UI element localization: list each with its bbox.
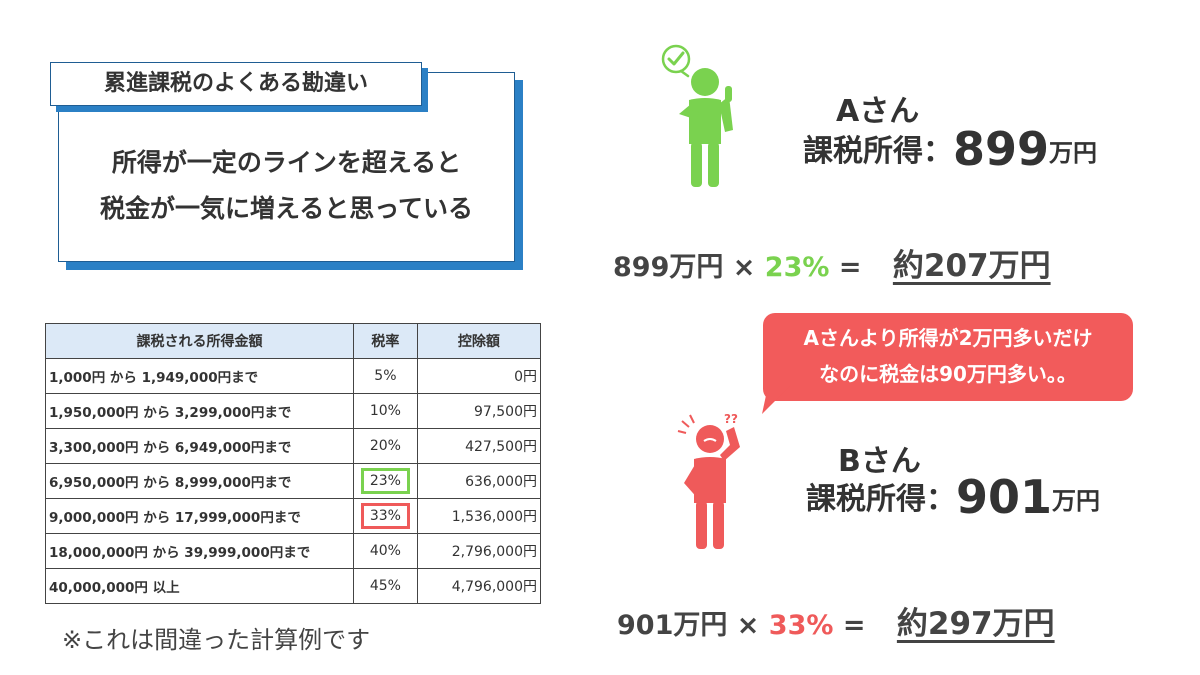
income-range: 6,950,000円 から 8,999,000円まで <box>44 463 355 499</box>
check-icon <box>661 44 691 78</box>
income-label: 課税所得： <box>806 482 956 517</box>
person-b-name: Bさん <box>838 444 921 479</box>
tax-rate-highlight-red: 33% <box>353 498 418 534</box>
header-income: 課税される所得金額 <box>44 323 355 359</box>
table-row: 9,000,000円 から 17,999,000円まで 33% 1,536,00… <box>44 498 542 534</box>
header-deduction: 控除額 <box>416 323 542 359</box>
income-label: 課税所得： <box>803 134 953 169</box>
calc-result: 約297万円 <box>896 606 1055 642</box>
tax-rate: 40% <box>353 533 418 569</box>
table-row: 1,950,000円 から 3,299,000円まで 10% 97,500円 <box>44 393 542 429</box>
rate-green-box: 23% <box>360 468 410 494</box>
calc-base: 899万円 × <box>613 252 756 283</box>
bubble-line1: Aさんより所得が2万円多いだけ <box>803 326 1093 350</box>
person-a-income: 課税所得：899万円 <box>803 122 1097 176</box>
bubble-line2: なのに税金は90万円多い。。 <box>819 362 1077 386</box>
table-header-row: 課税される所得金額 税率 控除額 <box>44 323 542 359</box>
tax-rate: 20% <box>353 428 418 464</box>
person-a-name: Aさん <box>836 94 920 129</box>
deduction: 636,000円 <box>416 463 542 499</box>
table-row: 40,000,000円 以上 45% 4,796,000円 <box>44 568 542 604</box>
person-b-body <box>684 425 740 549</box>
tax-rate: 45% <box>353 568 418 604</box>
calc-result: 約207万円 <box>892 248 1051 284</box>
tax-rate: 5% <box>353 358 418 394</box>
table-row: 3,300,000円 から 6,949,000円まで 20% 427,500円 <box>44 428 542 464</box>
rate-red-box: 33% <box>360 503 410 529</box>
deduction: 0円 <box>416 358 542 394</box>
speech-bubble-tail <box>762 386 790 414</box>
income-unit: 万円 <box>1049 139 1098 167</box>
income-range: 3,300,000円 から 6,949,000円まで <box>44 428 355 464</box>
person-b-income: 課税所得：901万円 <box>806 470 1100 524</box>
calc-equals: = <box>842 610 866 641</box>
speech-bubble-text: Aさんより所得が2万円多いだけ なのに税金は90万円多い。。 <box>763 320 1133 392</box>
income-range: 1,950,000円 から 3,299,000円まで <box>44 393 355 429</box>
header-rate: 税率 <box>353 323 418 359</box>
misconception-title: 累進課税のよくある勘違い <box>50 62 422 106</box>
income-value: 901 <box>956 470 1053 524</box>
tax-rate-highlight-green: 23% <box>353 463 418 499</box>
person-b-figure: ?? <box>677 412 740 549</box>
income-unit: 万円 <box>1052 487 1101 515</box>
person-a-calculation: 899万円 × 23% = 約207万円 <box>613 240 1051 285</box>
misconception-line1: 所得が一定のラインを超えると <box>111 148 462 177</box>
calc-rate: 23% <box>764 252 830 283</box>
calc-equals: = <box>838 252 862 283</box>
misconception-text: 所得が一定のラインを超えると 税金が一気に増えると思っている <box>58 140 515 232</box>
question-icon: ?? <box>677 412 738 434</box>
income-range: 18,000,000円 から 39,999,000円まで <box>44 533 355 569</box>
deduction: 97,500円 <box>416 393 542 429</box>
deduction: 1,536,000円 <box>416 498 542 534</box>
deduction: 4,796,000円 <box>416 568 542 604</box>
income-value: 899 <box>953 122 1050 176</box>
deduction: 427,500円 <box>416 428 542 464</box>
disclaimer-note: ※これは間違った計算例です <box>62 626 371 654</box>
calc-rate: 33% <box>768 610 834 641</box>
svg-text:??: ?? <box>724 412 738 426</box>
tax-rate-table: 課税される所得金額 税率 控除額 1,000円 から 1,949,000円まで … <box>44 323 542 604</box>
income-range: 40,000,000円 以上 <box>44 568 355 604</box>
table-row: 6,950,000円 から 8,999,000円まで 23% 636,000円 <box>44 463 542 499</box>
worried-mouth <box>703 438 717 442</box>
person-a-figure <box>661 44 733 187</box>
table-row: 1,000円 から 1,949,000円まで 5% 0円 <box>44 358 542 394</box>
person-b-calculation: 901万円 × 33% = 約297万円 <box>617 598 1055 643</box>
calc-base: 901万円 × <box>617 610 760 641</box>
person-a-body <box>679 68 733 187</box>
speech-bubble <box>763 313 1133 401</box>
table-row: 18,000,000円 から 39,999,000円まで 40% 2,796,0… <box>44 533 542 569</box>
misconception-line2: 税金が一気に増えると思っている <box>99 194 473 223</box>
tax-rate: 10% <box>353 393 418 429</box>
income-range: 1,000円 から 1,949,000円まで <box>44 358 355 394</box>
deduction: 2,796,000円 <box>416 533 542 569</box>
income-range: 9,000,000円 から 17,999,000円まで <box>44 498 355 534</box>
